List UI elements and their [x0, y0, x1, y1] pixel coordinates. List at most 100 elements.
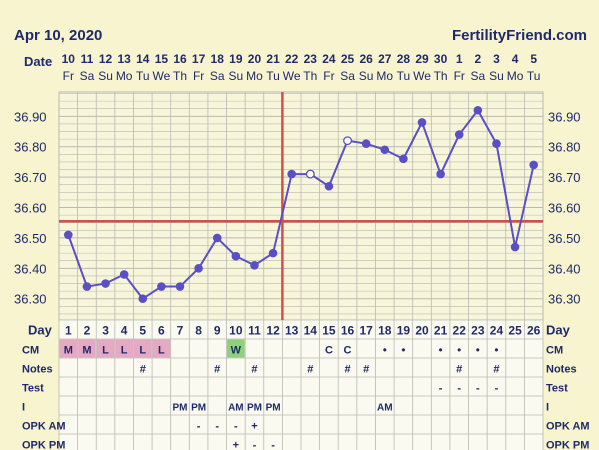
day-number: 12	[266, 324, 280, 338]
row-cell-value: AM	[228, 403, 244, 414]
date-label: 30	[434, 52, 448, 66]
date-label: 25	[341, 52, 355, 66]
row-cell-value: PM	[173, 403, 188, 414]
row-label-left: Test	[22, 383, 44, 395]
cm-cell-highlight	[59, 339, 78, 358]
date-label: 4	[512, 52, 519, 66]
y-tick-left: 36.50	[14, 231, 47, 246]
chart-grid	[58, 91, 544, 321]
day-number: 25	[508, 324, 522, 338]
temperature-point	[380, 145, 390, 155]
reference-lines	[59, 92, 543, 320]
day-number: 18	[378, 324, 392, 338]
date-label: 17	[192, 52, 206, 66]
row-cell-value: -	[495, 383, 499, 395]
cm-cell-highlight	[133, 339, 152, 358]
row-label-right: OPK AM	[546, 421, 590, 433]
date-label: 22	[285, 52, 299, 66]
weekday-label: Tu	[527, 69, 541, 83]
weekday-label: Su	[229, 69, 244, 83]
row-cell-value: L	[121, 345, 128, 357]
day-number: 4	[121, 324, 128, 338]
date-label: 5	[530, 52, 537, 66]
row-label-right: Notes	[546, 364, 577, 376]
date-label: 29	[415, 52, 429, 66]
y-tick-right: 36.50	[548, 231, 581, 246]
weekday-label: Su	[98, 69, 113, 83]
row-cell-value: #	[214, 364, 220, 376]
weekday-label: Tu	[136, 69, 150, 83]
brand-logo[interactable]: FertilityFriend.com	[452, 27, 587, 44]
y-tick-left: 36.70	[14, 170, 47, 185]
row-cell-value: +	[251, 421, 257, 433]
weekday-label: Mo	[507, 69, 524, 83]
day-number: 16	[341, 324, 355, 338]
day-number: 21	[434, 324, 448, 338]
row-cell-value: #	[363, 364, 369, 376]
y-tick-left: 36.60	[14, 201, 47, 216]
weekday-label: Mo	[116, 69, 133, 83]
day-number: 15	[322, 324, 336, 338]
y-tick-right: 36.70	[548, 170, 581, 185]
row-label-right: CM	[546, 345, 563, 357]
date-label: 12	[99, 52, 113, 66]
temperature-series	[64, 105, 538, 304]
temperature-point	[343, 136, 352, 146]
date-label: 3	[493, 52, 500, 66]
y-tick-left: 36.40	[14, 261, 47, 276]
weekday-label: Tu	[397, 69, 411, 83]
temperature-point	[473, 105, 483, 115]
date-label: 28	[397, 52, 411, 66]
day-number: 7	[177, 324, 184, 338]
day-number: 19	[397, 324, 411, 338]
row-cell-value: C	[325, 345, 333, 357]
row-label-right: I	[546, 402, 549, 414]
row-cell-value: #	[456, 364, 462, 376]
temperature-point	[305, 169, 315, 179]
weekday-label: Su	[489, 69, 504, 83]
temperature-point	[417, 118, 427, 127]
row-label-left: CM	[22, 345, 39, 357]
date-label: 19	[229, 52, 243, 66]
date-row-label: Date	[24, 54, 52, 69]
date-label: 11	[81, 52, 94, 66]
y-tick-right: 36.80	[548, 140, 581, 155]
temperature-point	[231, 251, 241, 261]
row-cell-value: -	[476, 383, 480, 395]
row-cell-value: L	[158, 345, 165, 357]
row-cell-value: W	[231, 345, 242, 357]
temperature-point	[64, 230, 73, 240]
temperature-point	[82, 282, 92, 291]
row-cell-value: L	[102, 345, 109, 357]
day-number: 20	[415, 324, 429, 338]
weekday-label: Tu	[266, 69, 280, 83]
day-number: 22	[453, 324, 467, 338]
temperature-point	[399, 154, 408, 164]
weekday-label: Fr	[193, 69, 204, 83]
row-cell-value: AM	[377, 403, 393, 414]
date-title: Apr 10, 2020	[14, 27, 102, 44]
row-cell-value: PM	[191, 403, 206, 414]
cm-cell-highlight	[78, 339, 96, 358]
y-tick-right: 36.60	[548, 201, 581, 216]
row-label-right: OPK PM	[546, 440, 589, 450]
row-cell-value: -	[234, 421, 238, 433]
row-cell-value: •	[495, 345, 499, 357]
row-cell-value: •	[457, 345, 461, 357]
y-tick-right: 36.40	[548, 261, 581, 276]
weekday-label: Mo	[376, 69, 393, 83]
row-cell-value: •	[439, 345, 443, 357]
row-cell-value: •	[401, 345, 405, 357]
day-number: 26	[527, 324, 541, 338]
row-label-left: Notes	[22, 364, 53, 376]
row-cell-value: -	[271, 440, 275, 450]
y-tick-left: 36.90	[14, 109, 47, 124]
y-tick-right: 36.90	[548, 109, 581, 124]
weekday-label: Sa	[210, 69, 225, 83]
weekday-label: We	[283, 69, 301, 83]
weekday-label: Fr	[63, 69, 74, 83]
row-cell-value: M	[64, 345, 73, 357]
day-number: 10	[229, 324, 243, 338]
row-cell-value: -	[253, 440, 257, 450]
